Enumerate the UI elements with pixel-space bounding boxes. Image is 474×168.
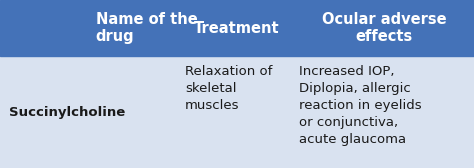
Bar — [0, 56, 474, 168]
Text: Ocular adverse
effects: Ocular adverse effects — [322, 12, 446, 44]
Text: Treatment: Treatment — [194, 21, 280, 36]
Text: Increased IOP,
Diplopia, allergic
reaction in eyelids
or conjunctiva,
acute glau: Increased IOP, Diplopia, allergic reacti… — [299, 65, 421, 146]
Text: Name of the
drug: Name of the drug — [96, 12, 198, 44]
Text: Relaxation of
skeletal
muscles: Relaxation of skeletal muscles — [185, 65, 272, 112]
Bar — [0, 0, 474, 56]
Text: Succinylcholine: Succinylcholine — [9, 106, 125, 119]
